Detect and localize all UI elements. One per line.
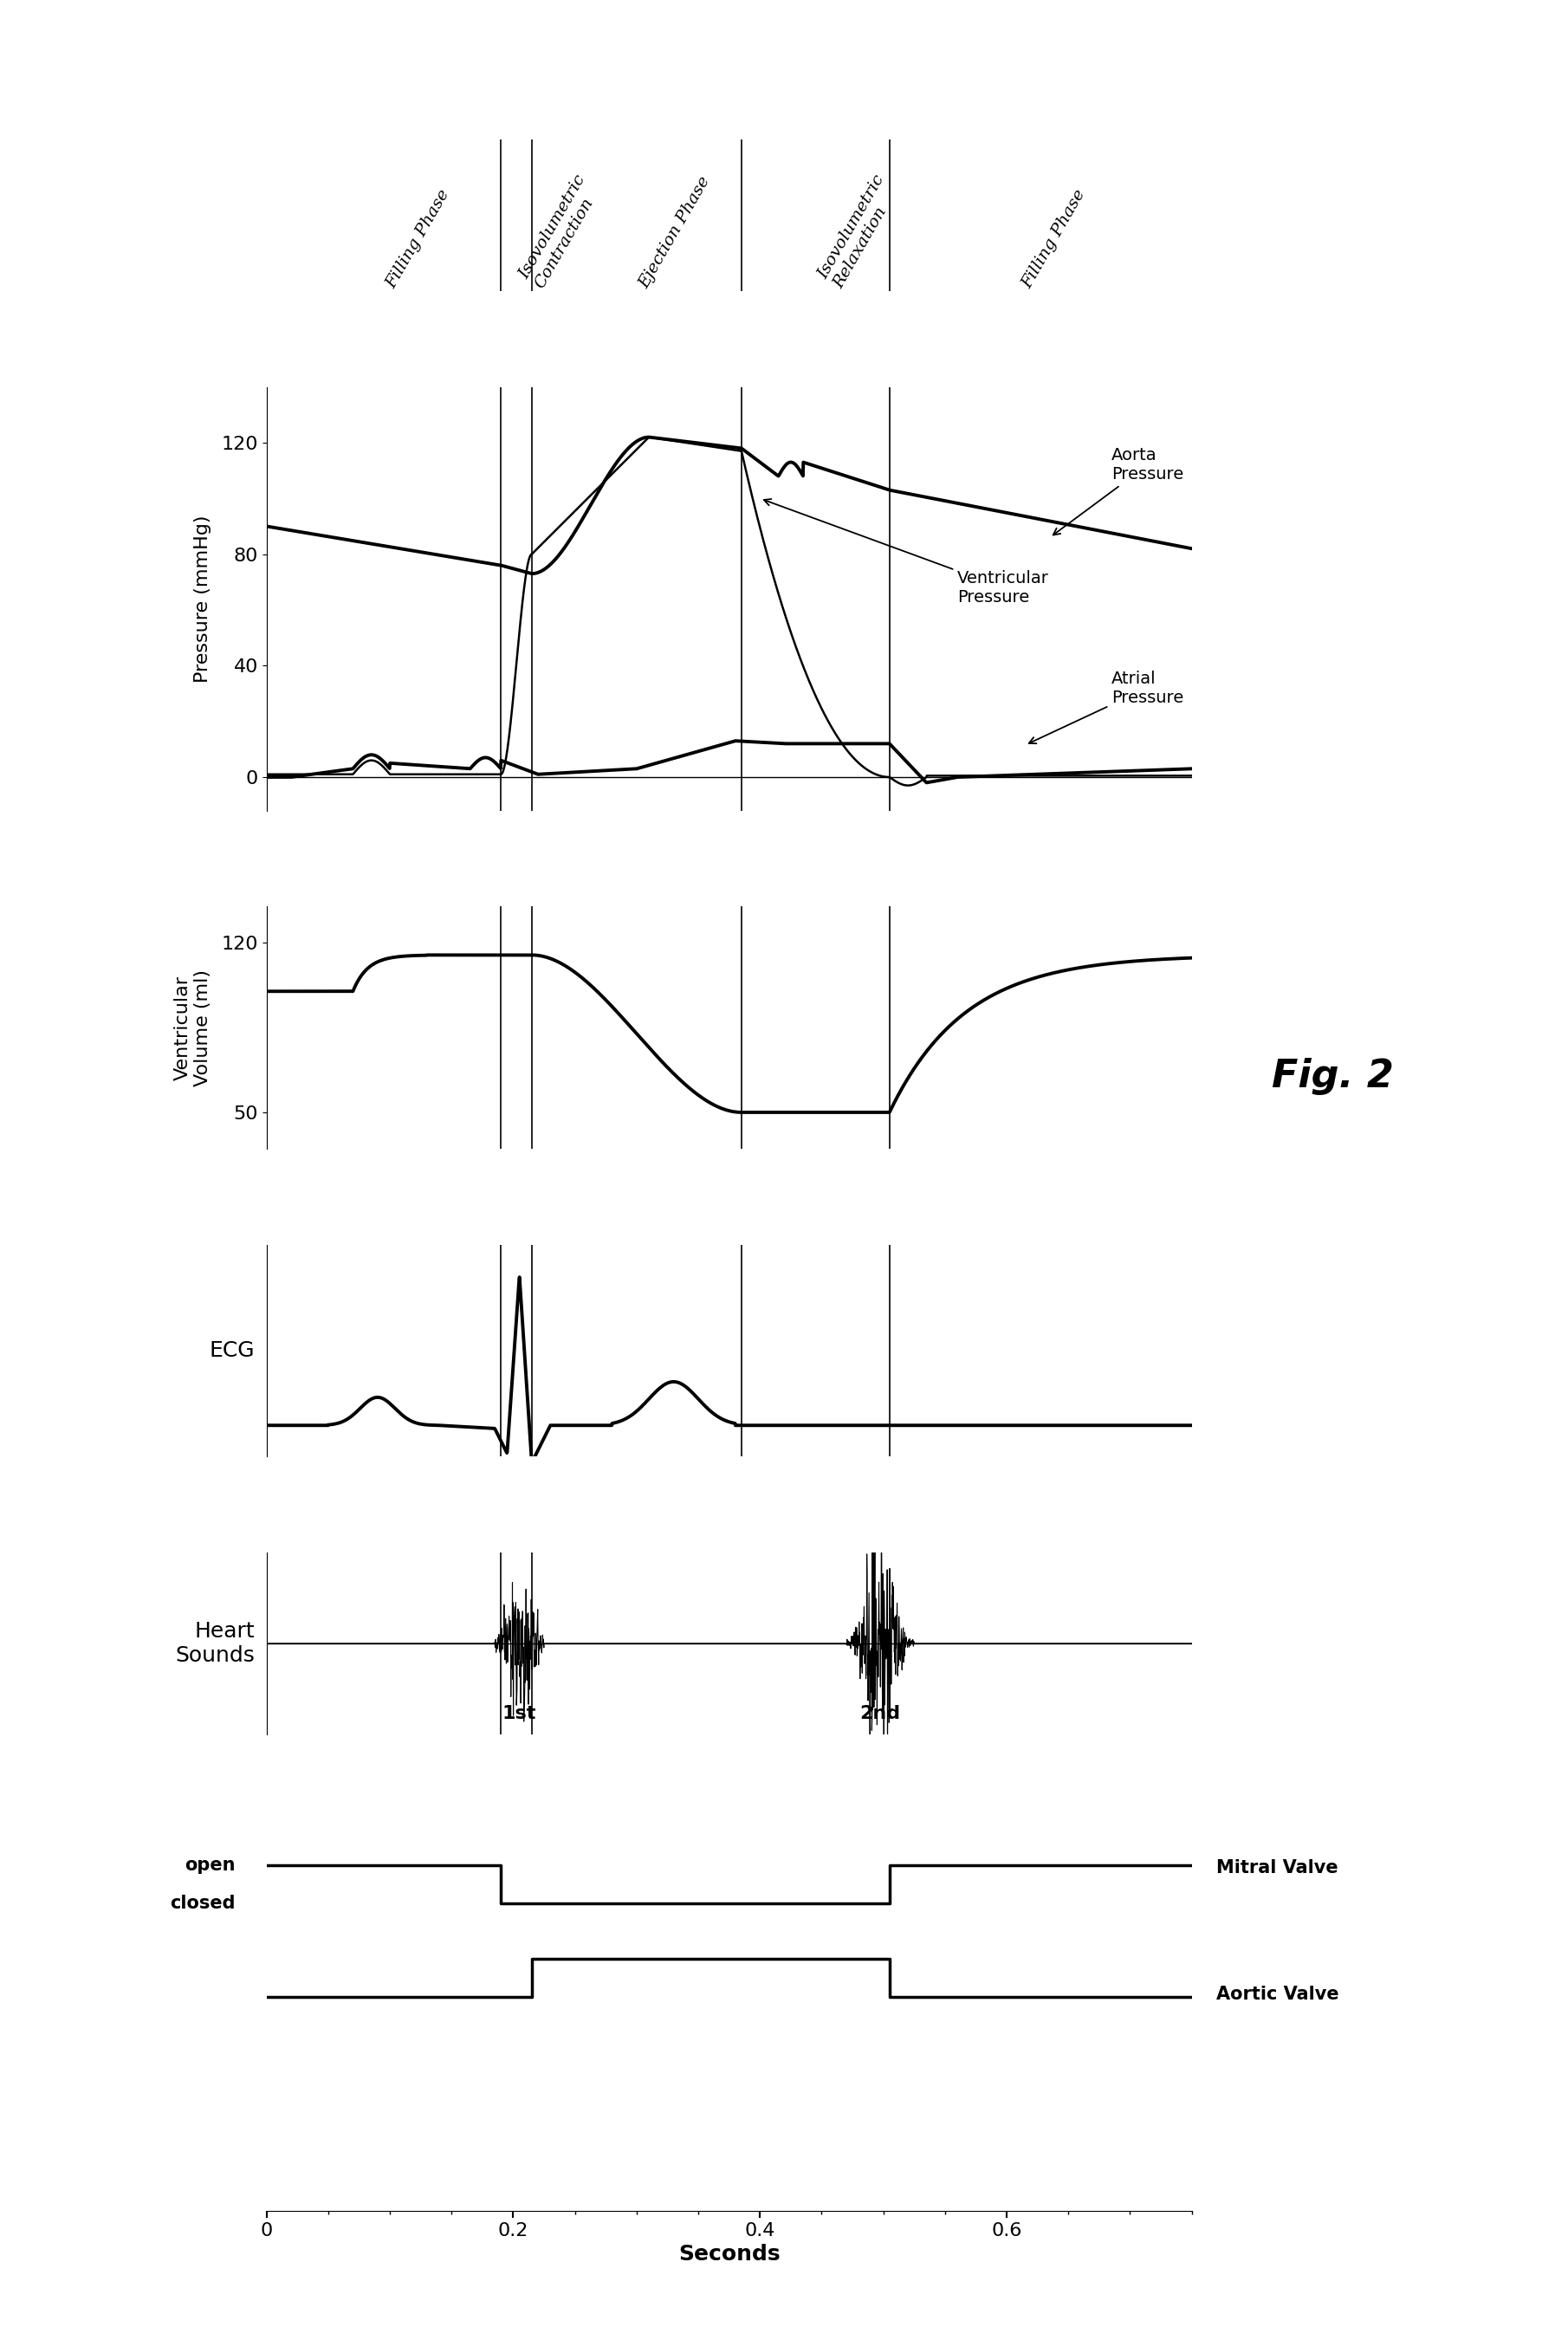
Y-axis label: Pressure (mmHg): Pressure (mmHg) — [194, 514, 212, 682]
Text: closed: closed — [171, 1894, 235, 1913]
Text: open: open — [185, 1857, 235, 1873]
Text: Ejection Phase: Ejection Phase — [637, 175, 713, 291]
Text: Atrial
Pressure: Atrial Pressure — [1029, 670, 1184, 745]
Text: Fig. 2: Fig. 2 — [1272, 1056, 1394, 1094]
Y-axis label: Ventricular
Volume (ml): Ventricular Volume (ml) — [174, 968, 212, 1087]
X-axis label: Seconds: Seconds — [679, 2243, 779, 2264]
Text: Mitral Valve: Mitral Valve — [1217, 1859, 1338, 1876]
Text: Aortic Valve: Aortic Valve — [1217, 1985, 1339, 2004]
Text: Isovolumetric
Relaxation: Isovolumetric Relaxation — [815, 172, 903, 291]
Text: 1st: 1st — [502, 1706, 536, 1722]
Text: 2nd: 2nd — [859, 1706, 900, 1722]
Y-axis label: ECG: ECG — [209, 1340, 254, 1361]
Text: Filling Phase: Filling Phase — [1019, 186, 1088, 291]
Text: Isovolumetric
Contraction: Isovolumetric Contraction — [516, 172, 604, 291]
Text: Ventricular
Pressure: Ventricular Pressure — [764, 498, 1049, 605]
Text: Filling Phase: Filling Phase — [384, 186, 453, 291]
Y-axis label: Heart
Sounds: Heart Sounds — [176, 1622, 254, 1666]
Text: Aorta
Pressure: Aorta Pressure — [1054, 447, 1184, 535]
